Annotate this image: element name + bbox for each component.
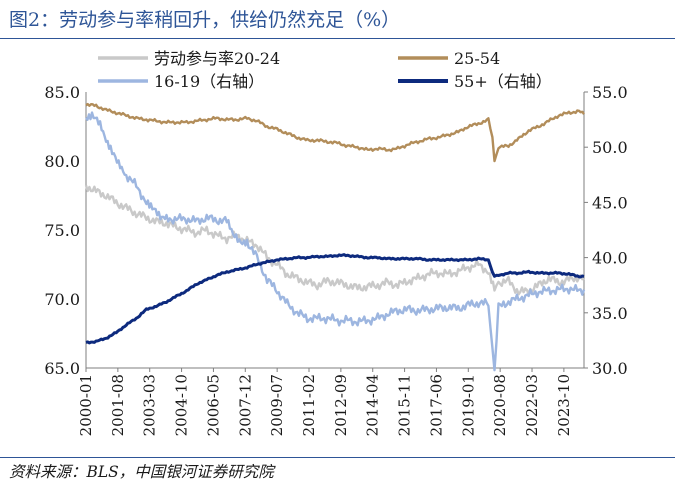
x-tick-label: 2006-05 xyxy=(204,374,222,436)
y-right-tick-label: 30.0 xyxy=(592,359,628,378)
y-left-tick-label: 85.0 xyxy=(44,83,80,102)
series-line-2 xyxy=(85,111,586,372)
x-tick-label: 2017-06 xyxy=(427,374,445,436)
x-tick-label: 2012-09 xyxy=(332,374,350,436)
y-right-tick-label: 35.0 xyxy=(592,304,628,323)
series-line-3 xyxy=(85,253,585,345)
x-tick-label: 2023-10 xyxy=(555,374,573,436)
y-right-tick-label: 55.0 xyxy=(592,83,628,102)
y-left-tick-label: 80.0 xyxy=(44,152,80,171)
y-left-tick-label: 65.0 xyxy=(44,359,80,378)
source-note: 资料来源：BLS，中国银河证券研究院 xyxy=(9,463,274,481)
footer-divider xyxy=(0,457,675,458)
x-tick-label: 2009-07 xyxy=(268,374,286,436)
x-tick-label: 2003-03 xyxy=(141,374,159,436)
x-tick-label: 2004-10 xyxy=(173,374,191,436)
x-tick-label: 2000-01 xyxy=(77,374,95,436)
x-tick-label: 2011-02 xyxy=(300,374,318,436)
x-axis: 2000-01 2001-08 2003-03 2004-10 2006-05 2007-… xyxy=(77,368,573,436)
plot-area xyxy=(85,92,585,369)
legend-label: 25-54 xyxy=(454,49,500,68)
y-left-tick-label: 75.0 xyxy=(44,221,80,240)
y-right-tick-label: 40.0 xyxy=(592,249,628,268)
series-layer xyxy=(84,102,586,372)
y-right-tick-label: 45.0 xyxy=(592,193,628,212)
legend-label: 劳动参与率20-24 xyxy=(154,49,280,68)
x-tick-label: 2007-12 xyxy=(236,374,254,436)
y-axis-right: 30.0 35.0 40.0 45.0 50.0 55.0 xyxy=(584,83,628,378)
y-axis-left: 65.0 70.0 75.0 80.0 85.0 xyxy=(44,83,80,378)
x-tick-label: 2019-01 xyxy=(459,374,477,436)
x-tick-label: 2015-11 xyxy=(396,374,414,436)
legend: 劳动参与率20-24 25-54 16-19（右轴） 55+（右轴） xyxy=(98,49,552,91)
legend-label: 16-19（右轴） xyxy=(154,72,264,91)
series-line-0 xyxy=(84,184,585,296)
chart-title: 图2：劳动参与率稍回升，供给仍然充足（%） xyxy=(9,9,401,31)
x-tick-label: 2001-08 xyxy=(109,374,127,436)
y-left-tick-label: 70.0 xyxy=(44,290,80,309)
x-tick-label: 2022-03 xyxy=(523,374,541,436)
series-line-1 xyxy=(85,102,585,163)
y-right-tick-label: 50.0 xyxy=(592,138,628,157)
x-tick-label: 2014-04 xyxy=(364,374,382,436)
legend-label: 55+（右轴） xyxy=(454,72,552,91)
title-divider xyxy=(0,38,675,39)
x-tick-label: 2020-08 xyxy=(491,374,509,436)
